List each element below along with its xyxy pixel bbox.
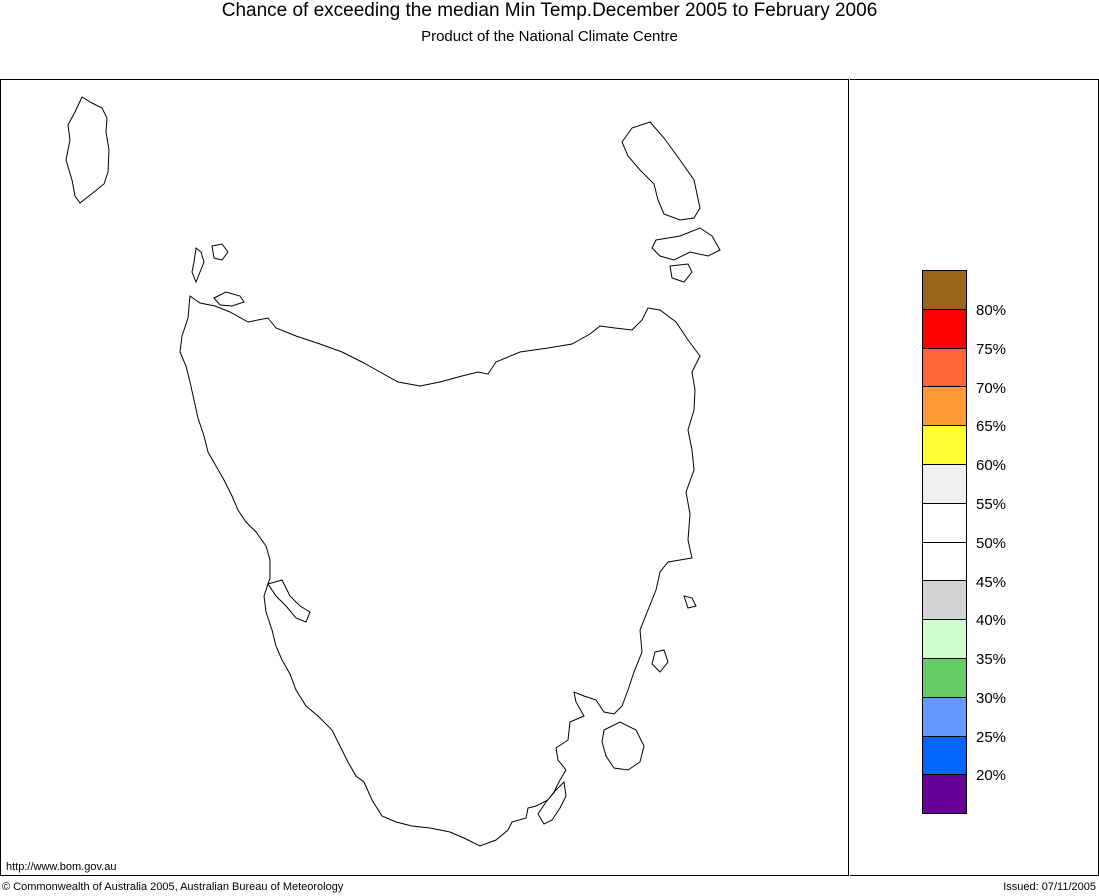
legend-swatch [922, 386, 967, 426]
legend-label: 80% [976, 302, 1007, 319]
legend-panel [850, 79, 1099, 876]
legend-label: 25% [976, 729, 1007, 746]
chart-title: Chance of exceeding the median Min Temp.… [221, 0, 878, 21]
king-island-outline [65, 96, 110, 204]
legend-swatch [922, 463, 967, 503]
legend-label: 70% [976, 380, 1007, 397]
tasmania-map [65, 96, 721, 847]
legend-label: 75% [976, 341, 1007, 358]
bruny-island-outline [537, 780, 567, 825]
legend-swatch [922, 541, 967, 581]
clarke-island-outline [669, 263, 693, 283]
source-url[interactable]: http://www.bom.gov.au [6, 861, 117, 873]
legend-swatch [922, 735, 967, 775]
legend-swatch [922, 425, 967, 464]
legend-label: 30% [976, 690, 1007, 707]
legend-color-bar [922, 270, 967, 815]
legend-label: 65% [976, 418, 1007, 435]
legend-swatch [922, 696, 967, 736]
issued-date: Issued: 07/11/2005 [1003, 881, 1096, 893]
copyright-notice: © Commonwealth of Australia 2005, Austra… [2, 881, 344, 893]
tasmania-mainland-outline [179, 295, 701, 847]
legend-label: 45% [976, 574, 1007, 591]
legend-swatch [922, 502, 967, 542]
legend-swatch [922, 774, 967, 815]
cape-barren-island-outline [651, 227, 721, 261]
schouten-island-outline [683, 595, 697, 609]
legend-label: 35% [976, 651, 1007, 668]
maria-island-outline [651, 649, 669, 673]
legend-label: 40% [976, 612, 1007, 629]
three-hummock-island-outline [211, 243, 229, 261]
legend-label: 60% [976, 457, 1007, 474]
legend-swatch [922, 308, 967, 348]
legend-swatch [922, 619, 967, 658]
legend-swatch [922, 347, 967, 387]
macquarie-harbour-outline [267, 579, 311, 623]
robbins-island-outline [213, 291, 245, 307]
tasman-peninsula-outline [601, 721, 645, 771]
legend-label: 20% [976, 767, 1007, 784]
legend-label: 50% [976, 535, 1007, 552]
hunter-island-outline [191, 247, 205, 284]
flinders-island-outline [621, 121, 701, 221]
legend-swatch [922, 270, 967, 309]
legend-label: 55% [976, 496, 1007, 513]
legend-swatch [922, 580, 967, 620]
legend-swatch [922, 657, 967, 697]
chart-subtitle: Product of the National Climate Centre [421, 28, 678, 45]
